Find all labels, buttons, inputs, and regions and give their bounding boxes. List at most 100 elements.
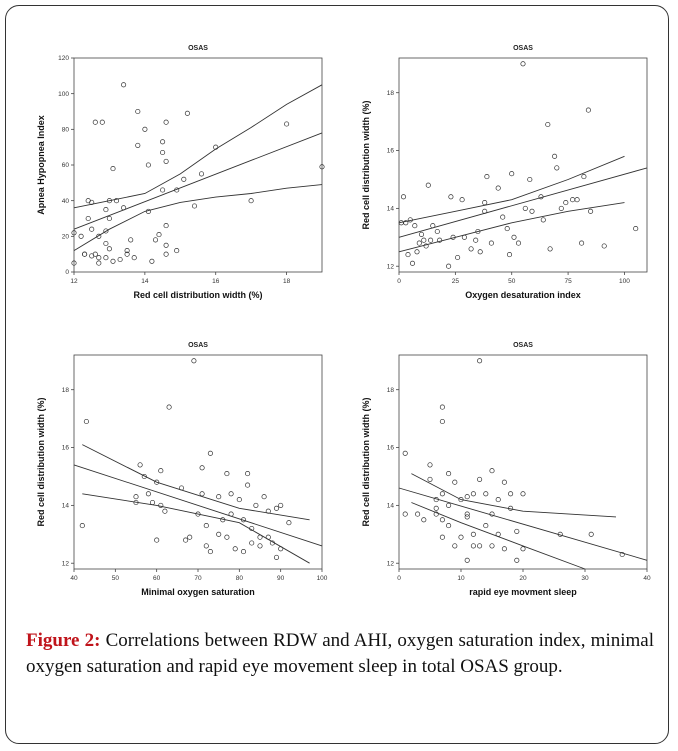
x-axis-label: rapid eye movment sleep (469, 587, 577, 597)
data-point (110, 166, 116, 172)
data-point (558, 205, 564, 211)
data-point (103, 228, 109, 234)
data-point (482, 208, 488, 214)
x-tick-label: 60 (153, 575, 161, 582)
data-point (495, 185, 501, 191)
chart-panel-min-spo2: OSAS 40 50 60 70 80 90 100 12 14 16 18 Minimal oxyge… (18, 333, 330, 603)
data-point (520, 61, 526, 67)
x-tick-label: 40 (70, 575, 78, 582)
figure-area: OSAS 12 14 16 18 0 20 40 60 80 100 120 Red cell dist… (18, 36, 654, 610)
data-point (433, 511, 439, 517)
data-point (470, 543, 476, 549)
data-point (427, 462, 433, 468)
data-point (106, 215, 112, 222)
fit-line (398, 487, 648, 561)
y-tick-label: 16 (387, 445, 395, 452)
data-point (495, 497, 501, 503)
data-point (158, 502, 164, 508)
data-point (450, 234, 456, 240)
y-tick-label: 60 (62, 162, 70, 169)
x-tick-label: 50 (112, 575, 120, 582)
x-tick-label: 12 (70, 278, 78, 285)
figure-caption: Figure 2: Correlations between RDW and A… (26, 628, 654, 680)
data-point (145, 208, 151, 214)
data-point (117, 256, 123, 263)
data-point (477, 543, 483, 549)
y-tick-label: 100 (58, 91, 69, 98)
data-point (527, 176, 533, 183)
y-tick-label: 0 (65, 269, 69, 276)
data-point (509, 171, 515, 177)
data-point (174, 248, 180, 254)
data-point (96, 260, 102, 266)
figure-label: Figure 2: (26, 630, 101, 651)
data-point (473, 237, 479, 243)
data-point (464, 557, 470, 563)
data-point (103, 240, 109, 247)
x-tick-label: 90 (277, 575, 285, 582)
data-point (482, 200, 488, 206)
y-tick-label: 16 (387, 148, 395, 155)
data-point (483, 523, 489, 529)
data-point (461, 234, 467, 240)
y-tick-label: 12 (387, 263, 395, 270)
data-point (183, 537, 189, 543)
data-point (103, 207, 109, 213)
data-point (236, 497, 242, 503)
data-point (425, 182, 431, 188)
scatter-chart: OSAS 0 25 50 75 100 12 14 16 18 Oxygen desaturatio… (361, 45, 648, 300)
data-point (92, 119, 98, 125)
data-point (552, 153, 558, 159)
data-point (131, 255, 137, 261)
data-point (452, 479, 458, 485)
data-point (477, 358, 483, 364)
data-point (557, 531, 563, 537)
y-tick-label: 40 (62, 198, 70, 205)
data-point (184, 110, 190, 116)
x-tick-label: 30 (581, 575, 589, 582)
plot-area (398, 354, 648, 570)
data-point (78, 233, 84, 239)
data-point (124, 248, 130, 254)
data-point (402, 450, 408, 456)
y-axis-label: Red cell distribution width (%) (361, 101, 371, 230)
plot-area (398, 57, 648, 273)
data-point (228, 511, 234, 517)
data-point (89, 226, 95, 232)
data-point (121, 82, 127, 88)
data-point (446, 471, 452, 477)
data-point (142, 126, 148, 132)
data-point (124, 251, 130, 257)
data-point (421, 517, 427, 523)
data-point (121, 205, 127, 211)
x-tick-label: 50 (508, 278, 516, 285)
data-point (501, 479, 507, 485)
fit-line (73, 132, 323, 230)
data-point (418, 231, 425, 237)
data-point (207, 549, 213, 555)
data-point (110, 258, 116, 264)
data-point (160, 149, 166, 156)
data-point (563, 200, 569, 206)
data-point (240, 517, 247, 523)
data-point (458, 497, 464, 503)
data-point (547, 246, 553, 252)
data-point (96, 255, 102, 261)
data-point (92, 251, 98, 257)
data-point (545, 121, 551, 128)
data-point (477, 249, 483, 255)
data-point (588, 531, 594, 537)
data-point (489, 511, 495, 517)
ci-upper-line (398, 155, 625, 224)
data-point (207, 450, 213, 456)
y-tick-label: 16 (62, 445, 70, 452)
data-point (428, 237, 434, 243)
data-point (265, 508, 271, 514)
x-tick-label: 0 (397, 575, 401, 582)
data-point (514, 528, 520, 534)
data-point (181, 176, 187, 182)
chart-panel-odi: OSAS 0 25 50 75 100 12 14 16 18 Oxygen desaturatio… (343, 36, 655, 306)
data-point (415, 511, 421, 517)
data-point (488, 240, 494, 246)
y-axis-label: Red cell distribution width (%) (36, 398, 46, 527)
